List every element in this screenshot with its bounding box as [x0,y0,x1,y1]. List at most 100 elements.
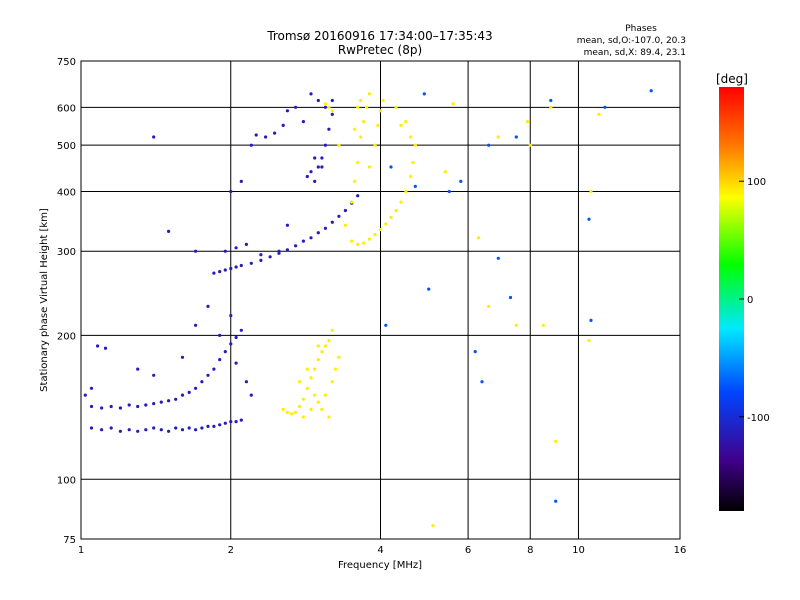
data-point [496,256,500,260]
data-point [367,165,371,169]
data-point [603,105,607,109]
data-point [174,426,178,430]
data-point [508,295,513,300]
y-tick-label: 100 [57,475,76,486]
data-point [297,404,302,409]
data-point [96,344,100,348]
x-tick-label: 4 [377,545,383,556]
data-point [384,222,388,226]
data-point [389,165,393,169]
data-point [409,135,413,139]
data-point [316,165,320,169]
data-point [316,358,320,362]
data-point [200,380,204,384]
x-tick-label: 10 [572,545,585,556]
data-point [305,367,309,371]
data-point [316,98,320,103]
data-point [229,314,233,318]
data-point [234,246,238,250]
data-point [218,270,222,274]
data-point [327,105,331,109]
data-point [427,287,431,291]
data-point [212,367,216,371]
x-tick-label: 2 [228,545,234,556]
data-point [525,120,530,124]
data-point [316,344,320,348]
data-point [323,143,327,147]
data-point [350,239,354,243]
data-point [487,304,491,308]
data-point [367,92,371,96]
y-axis-label: Stationary phase Virtual Height [km] [39,208,50,392]
data-point [244,242,248,246]
data-point [273,131,277,135]
colorbar-label: [deg] [716,72,748,86]
data-point [327,127,331,131]
data-point [309,236,313,240]
data-point [323,226,327,230]
data-point [167,399,171,403]
data-point [234,361,238,365]
data-point [554,499,558,503]
data-point [118,429,122,433]
data-point [337,143,341,147]
y-axis-ticks: 75 100 200 300 400 500 600 750 [57,57,76,546]
data-point [309,407,313,411]
data-point [212,424,216,428]
y-tick-label: 300 [57,247,76,258]
data-point [330,220,334,224]
data-point [180,428,185,432]
data-point [323,105,327,109]
data-point [330,112,334,116]
y-tick-label: 75 [63,535,76,546]
data-point [264,135,268,139]
data-point [136,367,140,371]
data-point [83,393,87,397]
data-point [447,189,451,194]
data-point [218,333,222,337]
data-point [362,120,366,124]
data-point [89,386,94,390]
data-point [206,373,210,377]
data-point [144,428,148,432]
data-point [313,179,317,183]
data-point [496,135,500,139]
data-point [477,236,481,240]
data-point [159,400,163,404]
data-point [323,102,327,106]
data-point [127,403,131,407]
data-point [356,105,360,109]
x-tick-label: 1 [78,545,84,556]
data-point [234,265,238,269]
data-point [334,367,338,371]
data-point [100,406,104,410]
data-point [223,350,227,354]
data-point [152,135,156,139]
x-tick-label: 16 [674,545,687,556]
data-point [404,189,408,194]
data-point [554,439,558,443]
data-point [330,328,334,332]
data-point [152,373,156,377]
data-point [431,524,435,528]
data-point [514,135,518,139]
data-point [297,380,302,384]
data-point [223,268,227,272]
data-point [229,189,233,194]
data-point [356,194,360,198]
data-point [187,426,191,430]
data-point [305,386,309,390]
data-point [234,420,238,424]
data-point [309,376,313,380]
data-point [316,231,320,235]
y-tick-label: 500 [57,141,76,152]
data-point [365,105,369,109]
data-point [337,355,341,359]
data-point [301,397,305,401]
data-point [218,358,222,362]
chart-title: Tromsø 20160916 17:34:00–17:35:43 [266,29,492,43]
data-point [350,200,354,204]
data-point [356,242,360,246]
data-point [234,335,238,340]
